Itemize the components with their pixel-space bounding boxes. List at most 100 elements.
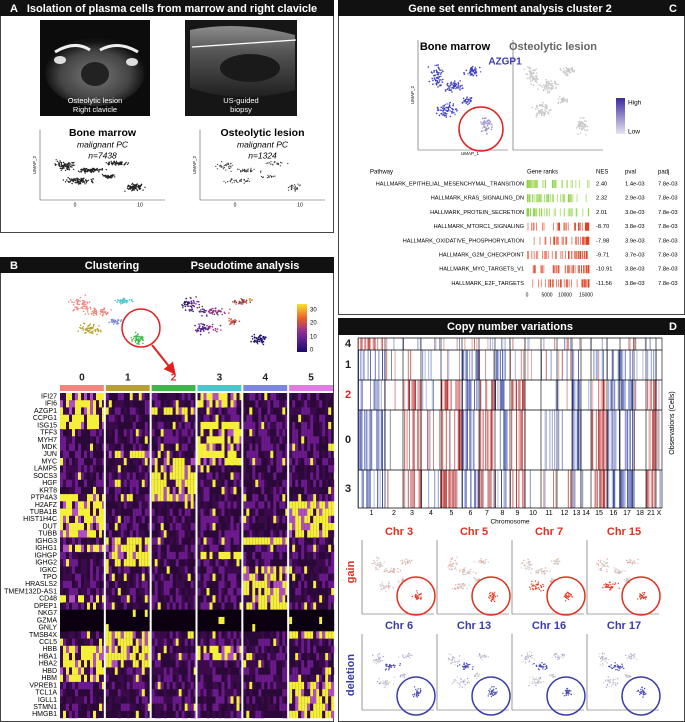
heatmap-cell <box>261 566 265 574</box>
heatmap-cell <box>66 703 69 712</box>
heatmap-cell <box>141 624 145 632</box>
cell-dot <box>94 330 97 333</box>
cell-dot <box>198 306 201 309</box>
heatmap-cell <box>331 588 335 596</box>
cell-dot <box>473 71 476 74</box>
heatmap-cell <box>87 537 90 545</box>
heatmap-cell <box>236 660 240 668</box>
heatmap-cell <box>295 458 299 466</box>
heatmap-cell <box>206 653 210 661</box>
heatmap-cell <box>75 537 78 545</box>
heatmap-cell <box>63 472 66 480</box>
cell-dot <box>64 181 67 183</box>
cell-dot <box>137 342 139 344</box>
heatmap-cell <box>193 609 197 618</box>
cell-dot <box>228 317 230 320</box>
cell-dot <box>116 301 118 304</box>
heatmap-cell <box>172 436 176 444</box>
heatmap-cell <box>154 588 158 596</box>
cell-dot <box>58 163 60 165</box>
heatmap-cell <box>307 645 311 654</box>
heatmap-cell <box>316 508 320 517</box>
cell-dot <box>584 120 586 122</box>
heatmap-cell <box>175 436 179 444</box>
heatmap-cell <box>160 472 164 480</box>
heatmap-cell <box>66 523 69 531</box>
heatmap-cell <box>273 566 277 574</box>
cell-dot <box>532 69 534 72</box>
cell-dot <box>440 79 442 81</box>
heatmap-cell <box>316 681 320 690</box>
heatmap-cell <box>236 450 240 459</box>
cell-dot <box>76 177 78 179</box>
heatmap-cell <box>166 638 170 647</box>
heatmap-cell <box>147 595 151 603</box>
heatmap-cell <box>221 580 225 589</box>
heatmap-cell <box>129 494 133 502</box>
heatmap-cell <box>163 631 167 639</box>
heatmap-cell <box>258 429 262 437</box>
cell-dot <box>205 328 207 331</box>
heatmap-cell <box>255 588 259 596</box>
heatmap-cell <box>224 407 228 415</box>
cell-dot <box>585 134 587 136</box>
heatmap-cell <box>193 595 197 603</box>
cell-dot <box>440 109 442 111</box>
heatmap-cell <box>230 616 234 625</box>
cell-dot <box>551 85 554 87</box>
heatmap-cell <box>282 407 286 415</box>
heatmap-cell <box>151 472 155 480</box>
cell-dot <box>437 109 440 111</box>
cell-dot <box>256 338 259 340</box>
heatmap-cell <box>63 638 66 647</box>
heatmap-cell <box>267 421 271 430</box>
heatmap-cell <box>69 458 72 466</box>
heatmap-cell <box>249 703 253 712</box>
heatmap-cell <box>72 393 75 401</box>
heatmap-cell <box>193 501 197 509</box>
heatmap-cell <box>249 609 253 618</box>
heatmap-cell <box>246 501 250 509</box>
heatmap-cell <box>325 515 329 524</box>
heatmap-cell <box>322 494 326 502</box>
heatmap-cell <box>316 544 320 553</box>
heatmap-cell <box>307 501 311 509</box>
heatmap-cell <box>117 479 121 488</box>
heatmap-cell <box>72 681 75 690</box>
heatmap-cell <box>111 414 115 423</box>
heatmap-cell <box>292 472 296 480</box>
cell-dot <box>240 170 242 172</box>
cell-dot <box>565 66 568 69</box>
heatmap-cell <box>172 494 176 502</box>
heatmap-cell <box>255 458 259 466</box>
table-header: NES <box>596 170 608 176</box>
heatmap-cell <box>138 660 142 668</box>
cell-dot <box>536 108 539 110</box>
heatmap-cell <box>270 515 274 524</box>
cell-dot <box>566 98 568 101</box>
cell-dot <box>62 166 64 168</box>
heatmap-cell <box>60 710 63 719</box>
cell-dot <box>243 178 245 180</box>
cell-dot <box>550 86 553 89</box>
heatmap-cell <box>282 429 286 437</box>
heatmap-cell <box>200 645 204 654</box>
heatmap-cell <box>69 559 72 567</box>
heatmap-cell <box>212 414 216 423</box>
cell-dot <box>114 176 116 178</box>
heatmap-cell <box>316 559 320 567</box>
heatmap-cell <box>78 407 81 415</box>
heatmap-cell <box>114 653 118 661</box>
heatmap-cell <box>117 638 121 647</box>
heatmap-cell <box>144 580 148 589</box>
cell-dot <box>586 129 589 131</box>
heatmap-cell <box>102 674 105 683</box>
heatmap-cell <box>273 609 277 618</box>
heatmap-cell <box>66 674 69 683</box>
heatmap-cell <box>197 573 201 582</box>
heatmap-cell <box>319 703 323 712</box>
cell-dot <box>290 184 292 186</box>
heatmap-cell <box>120 566 124 574</box>
cell-dot <box>253 341 256 343</box>
heatmap-cell <box>282 544 286 553</box>
